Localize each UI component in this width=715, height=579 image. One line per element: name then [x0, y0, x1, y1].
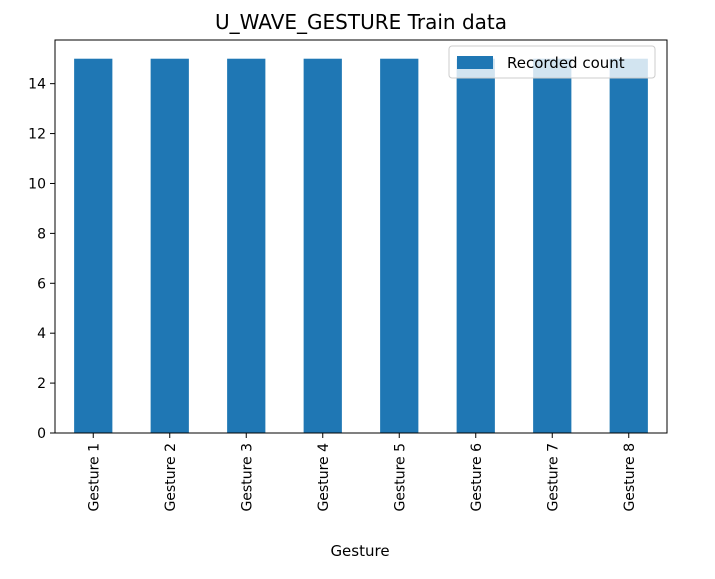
bars-layer — [74, 58, 648, 433]
axes-layer: 0 2 4 6 8 10 12 14 Gesture 1 Gesture 2 Gesture 3 Ge… — [28, 39, 668, 512]
y-tick-label: 4 — [37, 326, 46, 342]
y-tick-label: 6 — [37, 276, 46, 292]
bar-8 — [609, 58, 648, 433]
chart-title: U_WAVE_GESTURE Train data — [215, 10, 507, 34]
bar-6 — [456, 58, 495, 433]
y-tick-label: 12 — [28, 127, 46, 143]
x-tick-label: Gesture 4 — [316, 443, 332, 512]
bar-2 — [150, 58, 189, 433]
x-axis-label: Gesture — [330, 542, 389, 560]
legend-box — [448, 45, 656, 79]
y-tick-label: 14 — [28, 77, 46, 93]
x-tick-label: Gesture 8 — [622, 443, 638, 512]
x-tick-label: Gesture 2 — [163, 443, 179, 512]
bar-7 — [533, 58, 572, 433]
y-tick-label: 2 — [37, 376, 46, 392]
bar-4 — [303, 58, 342, 433]
bar-1 — [74, 58, 113, 433]
y-tick-label: 0 — [37, 426, 46, 442]
legend-swatch — [457, 56, 493, 69]
legend: Recorded count — [448, 45, 656, 79]
bar-3 — [227, 58, 266, 433]
plot-frame — [54, 39, 668, 434]
y-tick-label: 10 — [28, 176, 46, 192]
x-tick-label: Gesture 7 — [545, 443, 561, 512]
y-tick-label: 8 — [37, 226, 46, 242]
x-tick-label: Gesture 1 — [86, 443, 102, 512]
x-tick-label: Gesture 6 — [469, 443, 485, 512]
x-tick-label: Gesture 3 — [239, 443, 255, 512]
legend-label: Recorded count — [507, 54, 625, 72]
x-tick-label: Gesture 5 — [392, 443, 408, 512]
bar-5 — [380, 58, 419, 433]
